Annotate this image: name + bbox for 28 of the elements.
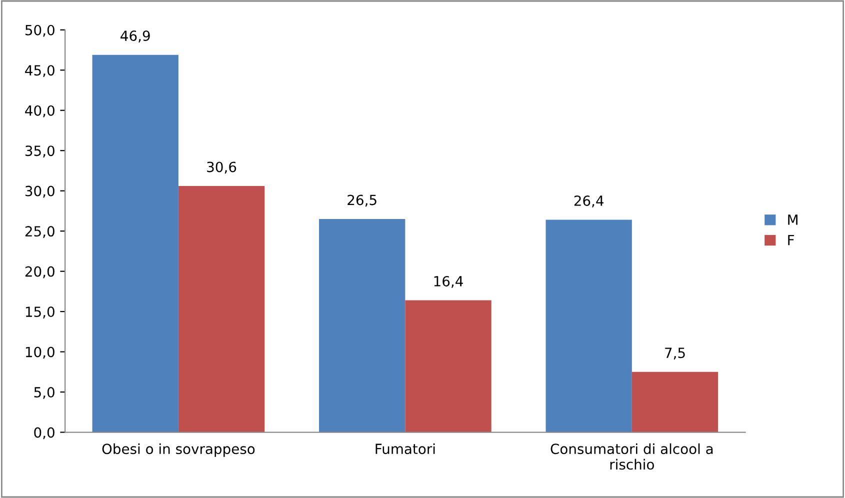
bar — [92, 54, 178, 432]
y-tick-label: 45,0 — [25, 65, 54, 78]
data-label: 26,5 — [348, 194, 376, 207]
bar — [319, 219, 406, 432]
data-label: 16,4 — [434, 276, 463, 288]
data-label: 46,9 — [120, 30, 150, 42]
y-tick-label: 35,0 — [25, 146, 54, 158]
x-tick-label: Consumatori di alcool a rischio — [550, 443, 713, 470]
x-tick-label: Fumatori — [376, 443, 435, 454]
y-tick-label: 15,0 — [26, 306, 54, 318]
y-tick-label: 40,0 — [25, 105, 54, 118]
y-tick-label: 20,0 — [25, 266, 54, 278]
legend-label: F — [788, 234, 794, 246]
legend-label: M — [788, 214, 798, 225]
data-label: 7,5 — [665, 348, 685, 360]
bar — [546, 220, 632, 432]
y-tick-label: 25,0 — [25, 226, 54, 238]
y-tick-label: 5,0 — [34, 386, 54, 399]
bar — [405, 300, 492, 432]
y-tick-label: 0,0 — [34, 427, 54, 440]
bar — [632, 372, 718, 432]
y-tick-label: 30,0 — [25, 186, 54, 198]
data-label: 30,6 — [207, 162, 236, 174]
y-tick-label: 10,0 — [26, 346, 54, 359]
bar — [178, 186, 265, 432]
y-tick-label: 50,0 — [25, 24, 54, 37]
x-tick-label: Obesi o in sovrappeso — [102, 443, 255, 457]
data-label: 26,4 — [574, 196, 604, 208]
